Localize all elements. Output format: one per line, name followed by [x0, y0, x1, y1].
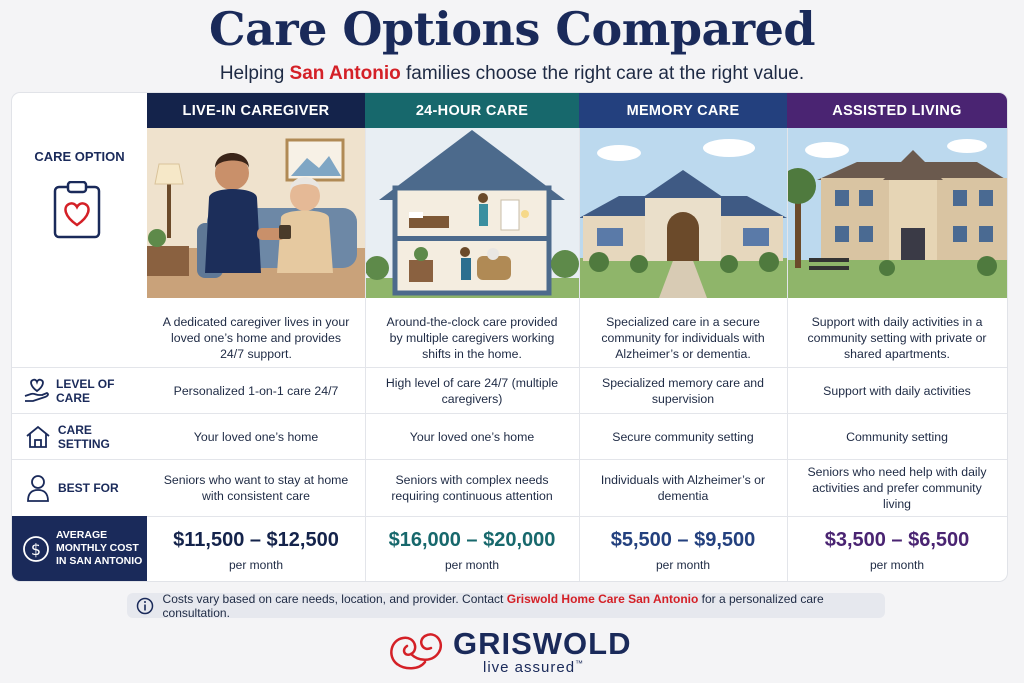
page-title: Care Options Compared	[208, 2, 816, 56]
best-memory: Individuals with Alzheimer’s or dementia	[600, 472, 766, 503]
house-icon	[18, 425, 58, 449]
price-assisted: $3,500 – $6,500	[824, 529, 970, 551]
brand-tagline: live assured™	[483, 659, 584, 676]
average-cost-line2: MONTHLY COST	[56, 542, 139, 554]
per-month-memory: per month	[655, 558, 711, 572]
per-month-assisted: per month	[869, 558, 925, 572]
subtitle-highlight: San Antonio	[289, 63, 401, 84]
subtitle-text-post: families choose the right care at the ri…	[400, 63, 805, 84]
desc-assisted: Support with daily activities in a commu…	[807, 315, 987, 361]
brand-trademark: ™	[575, 659, 585, 668]
row-divider	[12, 516, 1007, 517]
row-label-best-for: BEST FOR	[12, 460, 147, 516]
level-of-care-label: LEVEL OF CARE	[56, 376, 115, 405]
best-for-label: BEST FOR	[58, 481, 119, 495]
column-header-memory: MEMORY CARE	[579, 93, 787, 128]
best-live-in: Seniors who want to stay at home with co…	[163, 472, 349, 503]
dollar-circle-icon: $	[16, 535, 56, 563]
info-icon	[127, 597, 163, 615]
setting-live-in: Your loved one’s home	[193, 429, 319, 444]
row-label-care-setting: CARE SETTING	[12, 414, 147, 459]
image-assisted-living	[787, 128, 1007, 298]
price-live-in: $11,500 – $12,500	[173, 529, 339, 551]
brand-name: GRISWOLD	[453, 626, 632, 661]
average-cost-line1: AVERAGE	[56, 529, 108, 541]
image-live-in-caregiver	[147, 128, 365, 298]
setting-24-hour: Your loved one’s home	[409, 429, 535, 444]
column-header-assisted: ASSISTED LIVING	[787, 93, 1007, 128]
column-memory-care: MEMORY CARE Specialized care in a secure…	[579, 93, 787, 581]
cost-note-text: Costs vary based on care needs, location…	[163, 592, 885, 620]
average-cost-label-box: $ AVERAGE MONTHLY COST IN SAN ANTONIO	[12, 516, 147, 581]
level-24-hour: High level of care 24/7 (multiple caregi…	[385, 375, 559, 406]
brand-tagline-text: live assured	[483, 659, 576, 676]
column-24-hour-care: 24-HOUR CARE Around-the-clock care provi…	[365, 93, 579, 581]
cost-note: Costs vary based on care needs, location…	[127, 592, 885, 620]
average-cost-line3: IN SAN ANTONIO	[56, 555, 143, 567]
row-label-level-of-care: LEVEL OF CARE	[12, 368, 147, 413]
svg-text:$: $	[31, 540, 41, 559]
per-month-live-in: per month	[228, 558, 284, 572]
note-text-pre: Costs vary based on care needs, location…	[162, 591, 507, 606]
best-24-hour: Seniors with complex needs requiring con…	[391, 472, 553, 503]
setting-assisted: Community setting	[846, 429, 948, 444]
column-divider	[787, 128, 788, 581]
average-cost-label: AVERAGE MONTHLY COST IN SAN ANTONIO	[56, 529, 142, 568]
best-assisted: Seniors who need help with daily activit…	[807, 464, 987, 511]
desc-24-hour: Around-the-clock care provided by multip…	[386, 315, 558, 361]
image-memory-care	[579, 128, 787, 298]
griswold-swirl-logo	[390, 633, 442, 670]
column-header-live-in: LIVE-IN CAREGIVER	[147, 93, 365, 128]
griswold-logo: GRISWOLD live assured™	[385, 622, 631, 676]
desc-memory: Specialized care in a secure community f…	[601, 315, 765, 361]
person-icon	[18, 474, 58, 502]
desc-live-in: A dedicated caregiver lives in your love…	[162, 315, 350, 361]
note-highlight: Griswold Home Care San Antonio	[506, 591, 699, 606]
price-memory: $5,500 – $9,500	[610, 529, 756, 551]
care-setting-label: CARE SETTING	[57, 422, 110, 451]
column-divider	[365, 128, 366, 581]
level-live-in: Personalized 1-on-1 care 24/7	[173, 383, 339, 398]
row-divider	[12, 367, 1007, 368]
column-header-24-hour: 24-HOUR CARE	[365, 93, 579, 128]
price-24-hour: $16,000 – $20,000	[388, 529, 556, 551]
care-option-label: CARE OPTION	[34, 149, 125, 164]
level-memory: Specialized memory care and supervision	[602, 375, 764, 406]
setting-memory: Secure community setting	[612, 429, 754, 444]
image-24-hour-care	[365, 128, 579, 298]
row-divider	[12, 413, 1007, 414]
column-assisted-living: ASSISTED LIVING Suppo	[787, 93, 1007, 581]
per-month-24-hour: per month	[444, 558, 500, 572]
hand-heart-icon	[18, 378, 56, 404]
subtitle-text-pre: Helping	[219, 63, 290, 84]
column-divider	[579, 128, 580, 581]
level-assisted: Support with daily activities	[823, 383, 971, 398]
note-text-post: for a personalized care consultation.	[162, 591, 824, 620]
column-live-in-caregiver: LIVE-IN CAREGIVER A dedicated caregiver …	[147, 93, 365, 581]
label-column: CARE OPTION	[12, 93, 147, 581]
page-subtitle: Helping San Antonio families choose the …	[0, 63, 1024, 85]
clipboard-heart-icon	[53, 181, 101, 239]
row-divider	[12, 459, 1007, 460]
